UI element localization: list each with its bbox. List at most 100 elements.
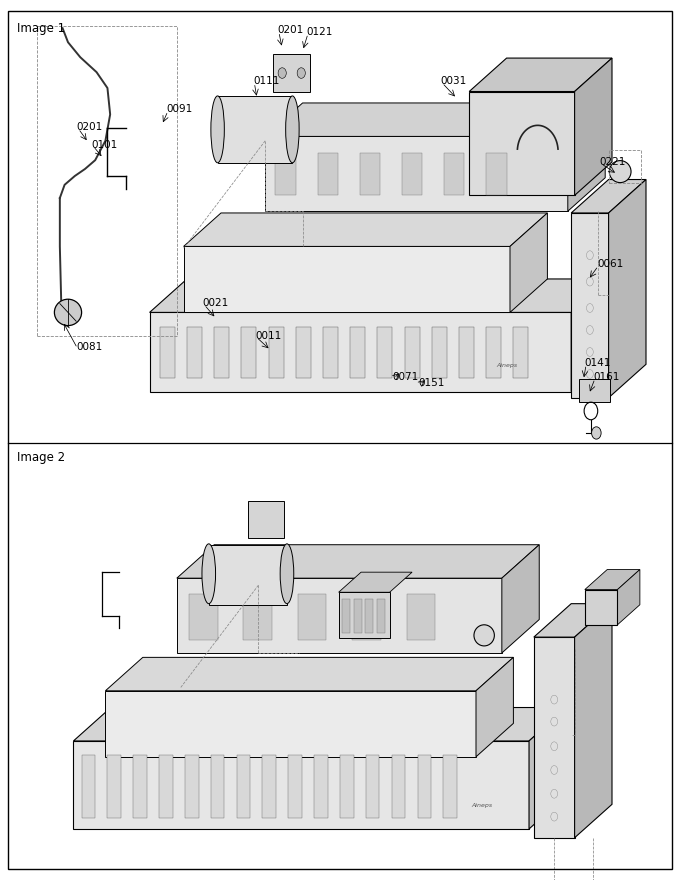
Polygon shape bbox=[617, 569, 640, 625]
Polygon shape bbox=[476, 657, 513, 757]
Ellipse shape bbox=[280, 544, 294, 604]
Bar bbox=[243, 594, 272, 640]
Polygon shape bbox=[571, 213, 609, 398]
Polygon shape bbox=[105, 691, 476, 757]
Polygon shape bbox=[575, 604, 612, 838]
Bar bbox=[37, 26, 177, 336]
Bar bbox=[298, 594, 326, 640]
Circle shape bbox=[297, 68, 305, 78]
Bar bbox=[209, 545, 287, 605]
Polygon shape bbox=[585, 569, 640, 590]
Bar bbox=[342, 599, 350, 633]
Text: 0021: 0021 bbox=[203, 298, 229, 308]
Text: 0011: 0011 bbox=[255, 331, 282, 341]
Bar bbox=[237, 755, 250, 818]
Polygon shape bbox=[184, 246, 510, 312]
Circle shape bbox=[592, 427, 601, 439]
Ellipse shape bbox=[474, 625, 494, 646]
Text: 0141: 0141 bbox=[585, 358, 611, 368]
Text: 0121: 0121 bbox=[307, 27, 333, 37]
Bar bbox=[214, 327, 229, 378]
Text: 0161: 0161 bbox=[594, 372, 620, 382]
Polygon shape bbox=[177, 545, 539, 578]
Bar bbox=[340, 755, 354, 818]
Polygon shape bbox=[571, 180, 646, 213]
Bar bbox=[288, 755, 302, 818]
Polygon shape bbox=[534, 637, 575, 838]
Bar bbox=[443, 755, 457, 818]
Bar bbox=[82, 755, 95, 818]
Bar bbox=[405, 327, 420, 378]
Text: 0031: 0031 bbox=[441, 77, 467, 86]
Polygon shape bbox=[105, 657, 513, 691]
Bar bbox=[352, 594, 381, 640]
Text: 0201: 0201 bbox=[277, 26, 304, 35]
Polygon shape bbox=[177, 578, 502, 653]
Bar bbox=[402, 153, 422, 195]
Bar bbox=[189, 594, 218, 640]
Text: 0111: 0111 bbox=[253, 77, 279, 86]
Bar bbox=[444, 153, 464, 195]
Polygon shape bbox=[265, 136, 568, 211]
Text: 0071: 0071 bbox=[392, 372, 419, 382]
Bar bbox=[365, 599, 373, 633]
Polygon shape bbox=[150, 279, 609, 312]
Bar bbox=[314, 755, 328, 818]
Bar bbox=[323, 327, 338, 378]
Bar bbox=[187, 327, 202, 378]
Text: 0101: 0101 bbox=[92, 140, 118, 150]
Polygon shape bbox=[571, 279, 609, 392]
Bar bbox=[107, 755, 121, 818]
Bar bbox=[211, 755, 224, 818]
Bar bbox=[354, 599, 362, 633]
Bar bbox=[513, 327, 528, 378]
Bar bbox=[133, 755, 147, 818]
Polygon shape bbox=[529, 708, 566, 829]
Bar bbox=[160, 327, 175, 378]
Polygon shape bbox=[502, 545, 539, 653]
Bar bbox=[486, 153, 507, 195]
Bar bbox=[360, 153, 380, 195]
Polygon shape bbox=[568, 103, 605, 211]
Bar bbox=[339, 592, 390, 638]
Polygon shape bbox=[150, 312, 571, 392]
FancyBboxPatch shape bbox=[273, 54, 310, 92]
Text: 0221: 0221 bbox=[600, 158, 626, 167]
Text: 0151: 0151 bbox=[418, 378, 445, 388]
Bar bbox=[350, 327, 365, 378]
Polygon shape bbox=[339, 572, 412, 592]
Polygon shape bbox=[534, 604, 612, 637]
Ellipse shape bbox=[202, 544, 216, 604]
Bar bbox=[275, 153, 296, 195]
Bar bbox=[366, 755, 379, 818]
Bar bbox=[609, 150, 641, 183]
Polygon shape bbox=[510, 213, 547, 312]
Polygon shape bbox=[265, 103, 605, 136]
Polygon shape bbox=[575, 58, 612, 195]
Bar bbox=[418, 755, 431, 818]
Polygon shape bbox=[184, 213, 547, 246]
Bar bbox=[585, 590, 617, 625]
Polygon shape bbox=[469, 58, 612, 92]
Bar bbox=[486, 327, 501, 378]
Bar bbox=[318, 153, 338, 195]
FancyBboxPatch shape bbox=[579, 379, 610, 402]
Ellipse shape bbox=[609, 160, 631, 182]
Text: Image 2: Image 2 bbox=[17, 451, 65, 465]
Ellipse shape bbox=[54, 299, 82, 326]
Polygon shape bbox=[609, 180, 646, 398]
Bar bbox=[432, 327, 447, 378]
Bar bbox=[377, 327, 392, 378]
Bar bbox=[392, 755, 405, 818]
Ellipse shape bbox=[211, 96, 224, 163]
Text: 0201: 0201 bbox=[77, 122, 103, 132]
Bar bbox=[185, 755, 199, 818]
FancyBboxPatch shape bbox=[248, 501, 284, 538]
Text: Aineps: Aineps bbox=[496, 363, 517, 368]
Polygon shape bbox=[73, 741, 529, 829]
Bar bbox=[269, 327, 284, 378]
Bar bbox=[262, 755, 276, 818]
Text: 0061: 0061 bbox=[597, 260, 624, 269]
Bar bbox=[296, 327, 311, 378]
Bar bbox=[159, 755, 173, 818]
